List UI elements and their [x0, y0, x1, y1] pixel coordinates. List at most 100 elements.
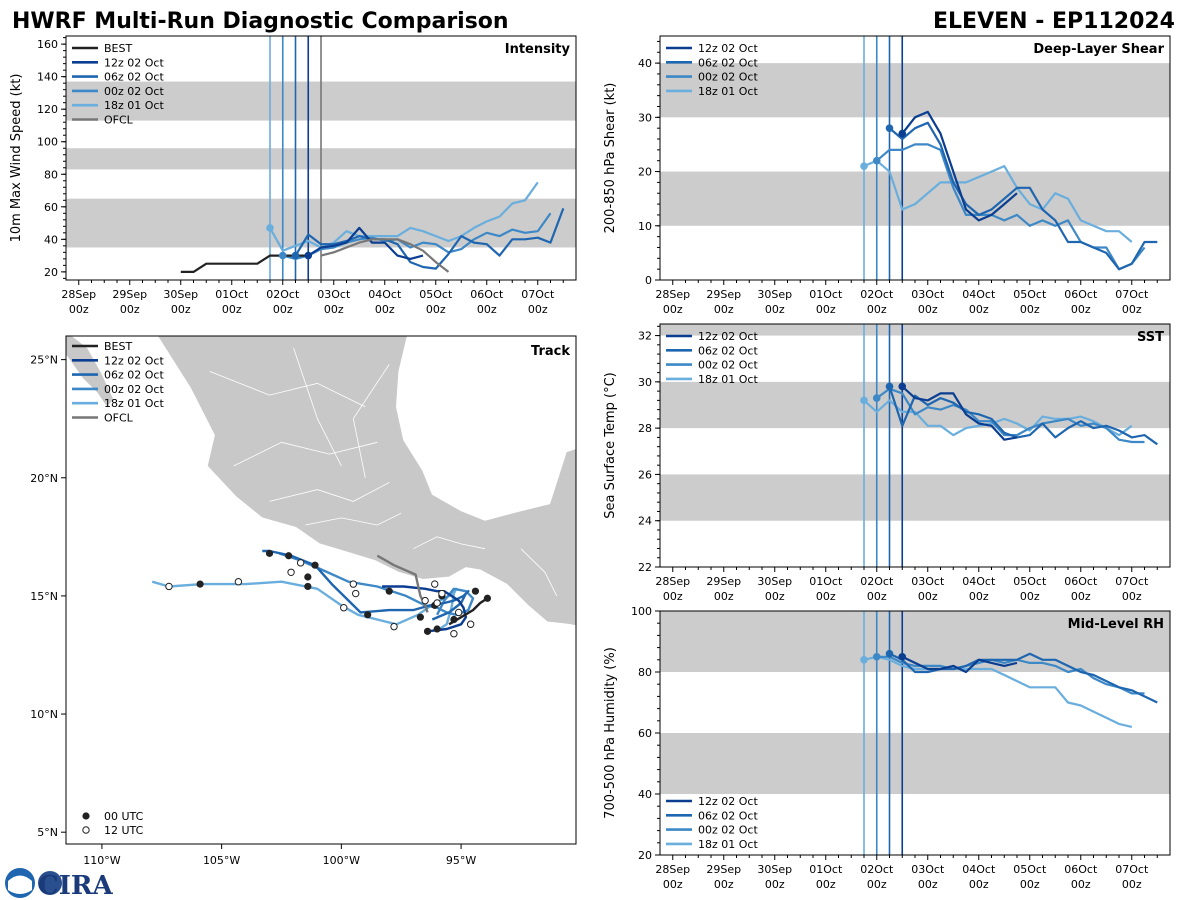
- y-axis-label: 700-500 hPa Humidity (%): [603, 647, 618, 819]
- x-tick-label: 07Oct: [1115, 575, 1149, 588]
- shaded-band: [660, 381, 1170, 429]
- x-tick-label: 29Sep: [112, 288, 147, 301]
- x-tick-label: 30Sep: [757, 288, 792, 301]
- track-point-12utc: [296, 559, 305, 567]
- x-tick-label: 01Oct: [809, 863, 843, 876]
- lat-tick-label: 25°N: [30, 354, 58, 367]
- lon-tick-label: 100°W: [323, 854, 360, 867]
- state-boundary: [352, 364, 390, 478]
- lon-tick-label: 105°W: [203, 854, 240, 867]
- x-tick-sublabel: 00z: [1020, 303, 1040, 316]
- track-point-00utc: [416, 613, 424, 621]
- x-tick-sublabel: 00z: [765, 590, 785, 603]
- track-point-00utc: [385, 587, 393, 595]
- y-tick-label: 10: [638, 220, 652, 233]
- series-line-06z-02-oct: [888, 386, 1158, 446]
- legend-label-12z-02-oct: 12z 02 Oct: [698, 795, 758, 808]
- x-tick-label: 29Sep: [706, 288, 741, 301]
- x-tick-label: 07Oct: [521, 288, 555, 301]
- x-tick-label: 29Sep: [706, 863, 741, 876]
- x-tick-label: 02Oct: [860, 863, 894, 876]
- track-point-12utc: [349, 580, 358, 588]
- state-boundary: [413, 536, 486, 550]
- track-point-12utc: [352, 589, 360, 598]
- x-tick-label: 28Sep: [655, 863, 690, 876]
- series-line-18z-01-oct: [863, 655, 1133, 728]
- state-boundary: [233, 441, 378, 467]
- y-tick-label: 60: [44, 201, 58, 214]
- init-marker-12z-02-oct: [898, 652, 907, 661]
- legend-label-ofcl: OFCL: [104, 114, 134, 127]
- main-title: HWRF Multi-Run Diagnostic Comparison: [12, 9, 509, 34]
- marker-legend-12utc-label: 12 UTC: [104, 824, 144, 837]
- init-marker-06z-02-oct: [885, 124, 894, 132]
- track-point-12utc: [450, 630, 458, 638]
- track-point-00utc: [423, 627, 432, 635]
- x-tick-sublabel: 00z: [273, 303, 293, 316]
- y-tick-label: 26: [638, 468, 652, 481]
- track-line-00z-02-oct: [278, 552, 475, 616]
- intensity-panel: 20 40 60 80 100 120 140 160 28Sep 00z 29Sep 00z 30Se…: [9, 35, 577, 316]
- panel-title: Deep-Layer Shear: [1033, 42, 1164, 57]
- y-tick-label: 0: [645, 274, 652, 287]
- y-axis-label: 200-850 hPa Shear (kt): [603, 83, 618, 234]
- y-tick-label: 40: [638, 788, 652, 801]
- legend-label-best: BEST: [104, 42, 132, 55]
- series-line-18z-01-oct: [269, 181, 539, 252]
- track-point-00utc: [364, 611, 372, 619]
- y-tick-label: 24: [638, 515, 652, 528]
- track-point-12utc: [431, 580, 439, 588]
- map-frame: [65, 335, 577, 845]
- storm-id-title: ELEVEN - EP112024: [933, 9, 1175, 34]
- state-boundary: [293, 347, 342, 467]
- series-line-00z-02-oct: [876, 143, 1146, 271]
- x-tick-sublabel: 00z: [816, 303, 836, 316]
- y-tick-label: 80: [44, 168, 58, 181]
- track-point-00utc: [311, 561, 319, 569]
- legend-label-18z-01-oct: 18z 01 Oct: [104, 99, 164, 112]
- track-point-12utc: [287, 568, 295, 576]
- x-tick-label: 06Oct: [1064, 863, 1098, 876]
- legend-label-12z-02-oct: 12z 02 Oct: [104, 354, 164, 367]
- series-line-12z-02-oct: [307, 226, 424, 260]
- marker-legend-12utc-icon: [82, 826, 90, 834]
- track-point-12utc: [466, 620, 475, 628]
- state-boundary: [305, 512, 402, 526]
- x-tick-label: 06Oct: [470, 288, 504, 301]
- shaded-band: [660, 733, 1170, 794]
- series-line-06z-02-oct: [889, 652, 1158, 704]
- y-tick-label: 20: [44, 266, 58, 279]
- y-tick-label: 30: [638, 111, 652, 124]
- plot-area: [660, 324, 1170, 567]
- legend-label-06z-02-oct: 06z 02 Oct: [698, 56, 758, 69]
- init-marker-00z-02-oct: [872, 394, 881, 402]
- legend-label-18z-01-oct: 18z 01 Oct: [104, 397, 164, 410]
- x-tick-label: 04Oct: [962, 288, 996, 301]
- y-tick-label: 28: [638, 422, 652, 435]
- track-point-12utc: [454, 608, 463, 617]
- x-tick-sublabel: 00z: [1071, 878, 1091, 891]
- legend-label-12z-02-oct: 12z 02 Oct: [104, 56, 164, 69]
- x-tick-label: 06Oct: [1064, 575, 1098, 588]
- x-tick-sublabel: 00z: [714, 878, 734, 891]
- rh-panel: 20 40 60 80 100 28Sep 00z 29Sep 00z 30Sep 00z 01Oct…: [603, 605, 1171, 891]
- track-line-ofcl: [376, 554, 429, 613]
- track-point-00utc: [471, 587, 480, 595]
- panel-title: Mid-Level RH: [1068, 617, 1164, 632]
- legend-label-18z-01-oct: 18z 01 Oct: [698, 373, 758, 386]
- x-tick-sublabel: 00z: [714, 303, 734, 316]
- x-tick-label: 29Sep: [706, 575, 741, 588]
- state-boundary: [209, 371, 366, 408]
- x-tick-label: 05Oct: [419, 288, 453, 301]
- init-marker-18z-01-oct: [860, 162, 868, 170]
- x-tick-sublabel: 00z: [663, 878, 683, 891]
- x-tick-sublabel: 00z: [1122, 303, 1142, 316]
- shaded-band: [660, 63, 1170, 118]
- legend-label-12z-02-oct: 12z 02 Oct: [698, 42, 758, 55]
- series-line-00z-02-oct: [282, 212, 552, 260]
- x-tick-sublabel: 00z: [663, 590, 683, 603]
- init-marker-06z-02-oct: [885, 382, 894, 391]
- legend-label-06z-02-oct: 06z 02 Oct: [104, 369, 164, 382]
- y-tick-label: 100: [631, 605, 652, 618]
- x-tick-sublabel: 00z: [867, 303, 887, 316]
